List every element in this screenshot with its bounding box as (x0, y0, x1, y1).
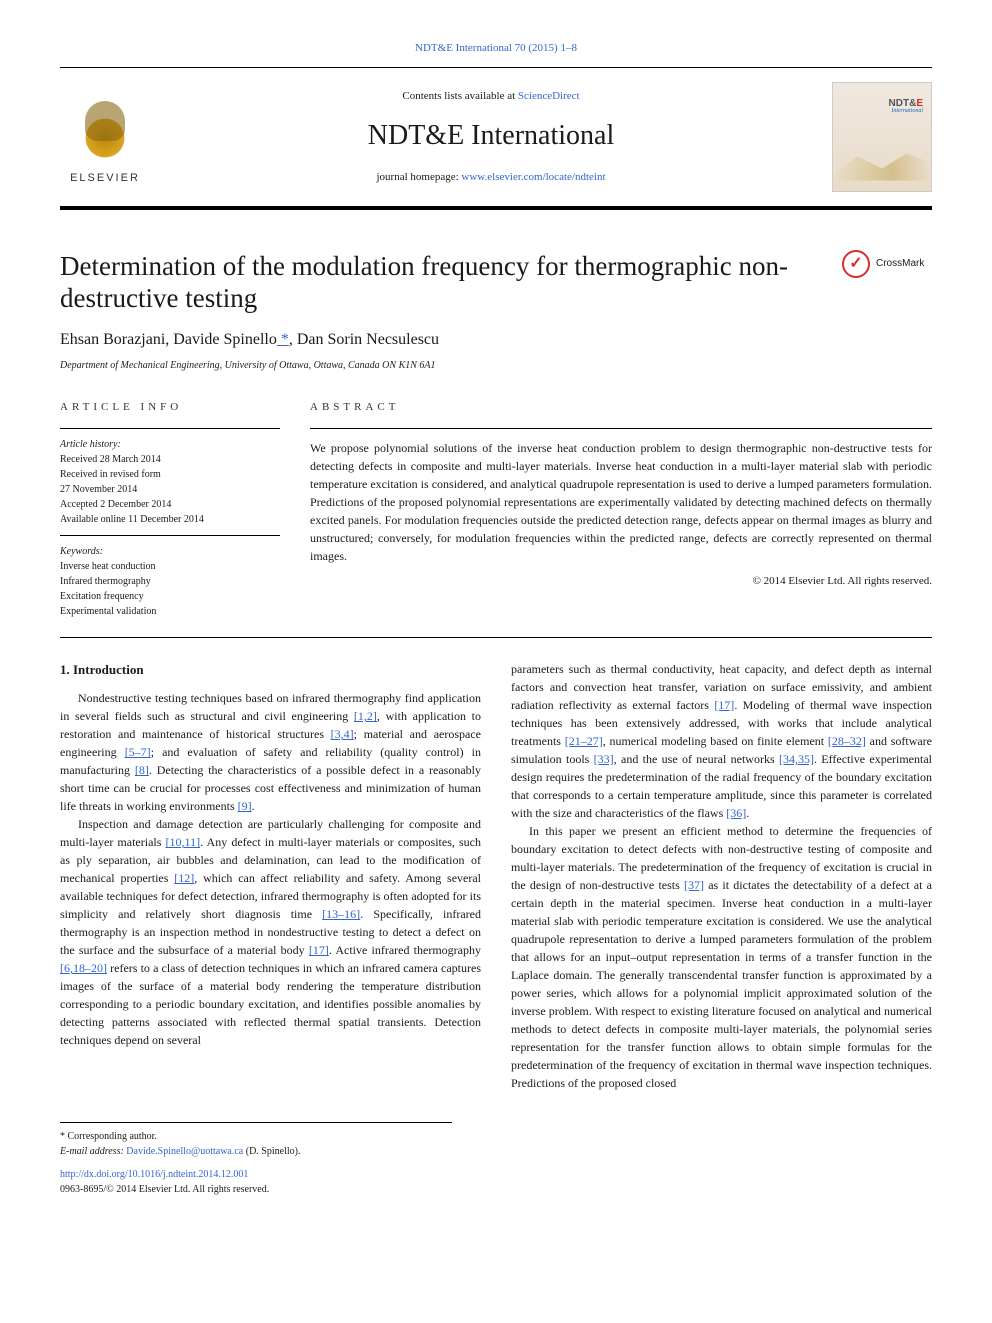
citation-link[interactable]: [5–7] (125, 745, 151, 759)
citation-link[interactable]: [10,11] (166, 835, 201, 849)
citation-link[interactable]: [9] (238, 799, 252, 813)
cover-decorative-wave (833, 151, 931, 181)
journal-header: ELSEVIER Contents lists available at Sci… (60, 67, 932, 210)
history-label: Article history: (60, 439, 121, 450)
divider (310, 428, 932, 429)
right-column: parameters such as thermal conductivity,… (511, 660, 932, 1092)
citation-link[interactable]: [33] (594, 752, 614, 766)
crossmark-badge[interactable]: ✓ CrossMark (842, 250, 932, 278)
body-paragraph: In this paper we present an efficient me… (511, 822, 932, 1092)
keyword: Excitation frequency (60, 591, 144, 602)
footnotes: * Corresponding author. E-mail address: … (60, 1122, 452, 1197)
email-link[interactable]: Davide.Spinello@uottawa.ca (126, 1146, 243, 1157)
journal-cover-thumbnail: NDT&E International (832, 82, 932, 192)
email-line: E-mail address: Davide.Spinello@uottawa.… (60, 1144, 452, 1159)
article-info-head: ARTICLE INFO (60, 399, 280, 416)
crossmark-label: CrossMark (876, 256, 924, 271)
email-suffix: (D. Spinello). (243, 1146, 300, 1157)
citation-link[interactable]: [12] (174, 871, 194, 885)
authors-part2: , Dan Sorin Necsulescu (289, 331, 439, 348)
journal-homepage-line: journal homepage: www.elsevier.com/locat… (170, 169, 812, 186)
journal-homepage-link[interactable]: www.elsevier.com/locate/ndteint (461, 171, 605, 183)
history-line: Accepted 2 December 2014 (60, 499, 171, 510)
keywords-block: Keywords: Inverse heat conduction Infrar… (60, 544, 280, 619)
doi-link[interactable]: http://dx.doi.org/10.1016/j.ndteint.2014… (60, 1169, 248, 1180)
homepage-prefix: journal homepage: (377, 171, 462, 183)
affiliation: Department of Mechanical Engineering, Un… (60, 358, 932, 373)
section-heading-introduction: 1. Introduction (60, 660, 481, 680)
sciencedirect-link[interactable]: ScienceDirect (518, 90, 580, 102)
author-list: Ehsan Borazjani, Davide Spinello *, Dan … (60, 328, 932, 352)
journal-title: NDT&E International (170, 115, 812, 157)
history-line: Received 28 March 2014 (60, 454, 161, 465)
citation-link[interactable]: [6,18–20] (60, 961, 107, 975)
citation-link[interactable]: [17] (714, 698, 734, 712)
elsevier-logo: ELSEVIER (60, 87, 150, 187)
abstract-text: We propose polynomial solutions of the i… (310, 439, 932, 565)
left-column: 1. Introduction Nondestructive testing t… (60, 660, 481, 1092)
article-title: Determination of the modulation frequenc… (60, 250, 842, 315)
authors-part1: Ehsan Borazjani, Davide Spinello (60, 331, 277, 348)
elsevier-wordmark: ELSEVIER (70, 170, 140, 187)
citation-link[interactable]: [8] (135, 763, 149, 777)
keywords-label: Keywords: (60, 544, 280, 559)
citation-link[interactable]: [1,2] (354, 709, 377, 723)
email-label: E-mail address: (60, 1146, 126, 1157)
citation-link[interactable]: [34,35] (779, 752, 814, 766)
keyword: Infrared thermography (60, 576, 151, 587)
divider (60, 535, 280, 536)
contents-list-line: Contents lists available at ScienceDirec… (170, 88, 812, 105)
corresponding-author-note: * Corresponding author. (60, 1129, 452, 1144)
citation-link[interactable]: [21–27] (565, 734, 603, 748)
contents-prefix: Contents lists available at (402, 90, 517, 102)
history-line: 27 November 2014 (60, 484, 137, 495)
issn-copyright: 0963-8695/© 2014 Elsevier Ltd. All right… (60, 1184, 269, 1195)
body-paragraph: parameters such as thermal conductivity,… (511, 660, 932, 822)
citation-link[interactable]: [36] (726, 806, 746, 820)
body-paragraph: Nondestructive testing techniques based … (60, 689, 481, 815)
keyword: Inverse heat conduction (60, 561, 156, 572)
keyword: Experimental validation (60, 606, 156, 617)
elsevier-tree-icon (70, 96, 140, 166)
crossmark-icon: ✓ (842, 250, 870, 278)
article-history-block: Article history: Received 28 March 2014 … (60, 437, 280, 527)
body-paragraph: Inspection and damage detection are part… (60, 815, 481, 1049)
abstract-head: ABSTRACT (310, 399, 932, 416)
citation-link[interactable]: [28–32] (828, 734, 866, 748)
journal-citation-header: NDT&E International 70 (2015) 1–8 (60, 40, 932, 57)
citation-link[interactable]: [37] (684, 878, 704, 892)
corresponding-author-marker[interactable]: * (277, 331, 289, 348)
history-line: Received in revised form (60, 469, 161, 480)
divider (60, 428, 280, 429)
cover-subtitle: International (891, 107, 923, 116)
copyright-line: © 2014 Elsevier Ltd. All rights reserved… (310, 573, 932, 590)
citation-link[interactable]: [17] (309, 943, 329, 957)
citation-link[interactable]: [3,4] (331, 727, 354, 741)
history-line: Available online 11 December 2014 (60, 514, 204, 525)
citation-link[interactable]: [13–16] (322, 907, 360, 921)
